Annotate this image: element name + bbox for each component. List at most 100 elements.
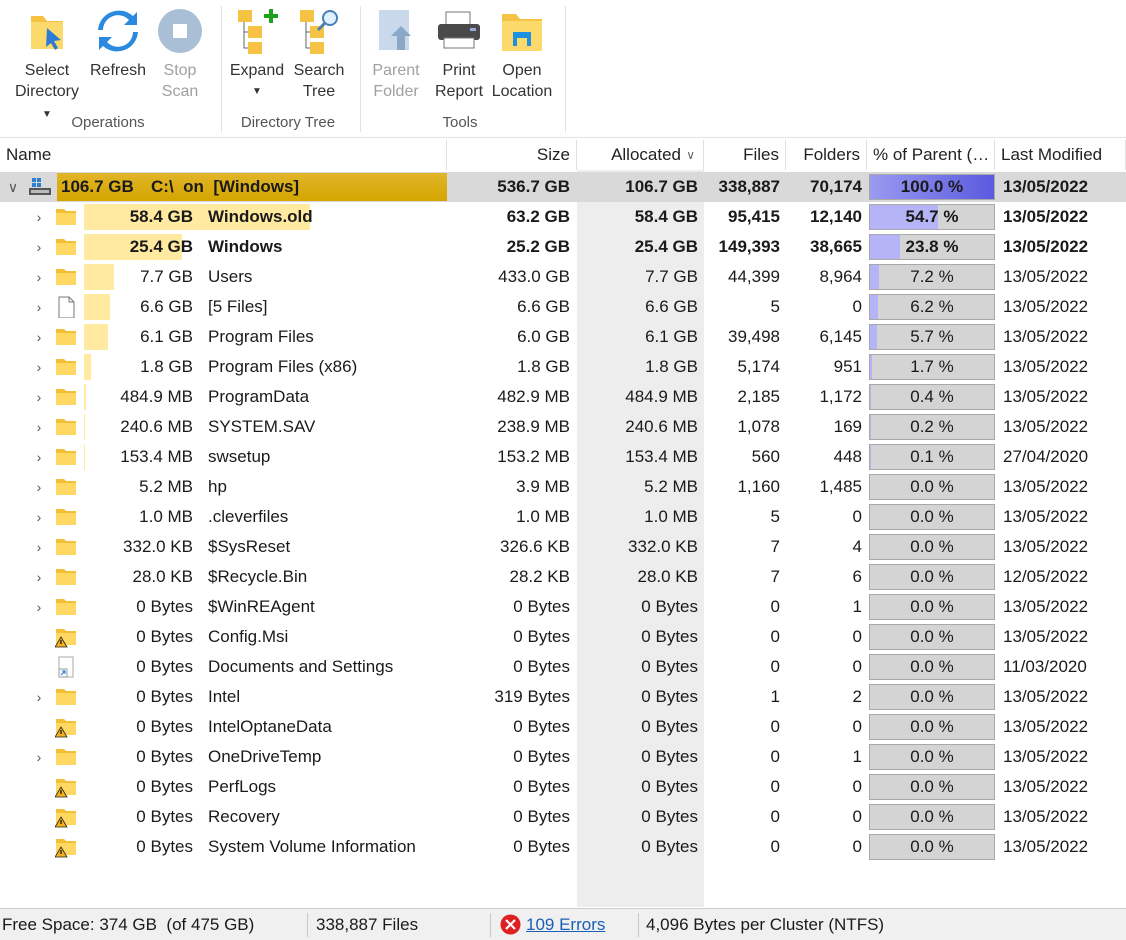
folders-cell: 0 (852, 807, 862, 826)
tree-row[interactable]: › 7.7 GB Users 433.0 GB 7.7 GB 44,399 8,964 7.2… (0, 262, 1126, 292)
tree-row[interactable]: 0 Bytes System Volume Information 0 Bytes 0… (0, 832, 1126, 862)
expand-toggle[interactable]: › (36, 449, 42, 465)
expand-toggle[interactable]: › (36, 359, 42, 375)
allocated-cell: 332.0 KB (628, 537, 698, 556)
open-location-button[interactable]: Open Location (486, 4, 558, 110)
separator (307, 913, 308, 937)
search-tree-button[interactable]: Search Tree (283, 4, 355, 110)
tree-row[interactable]: › 6.1 GB Program Files 6.0 GB 6.1 GB 39,498 6,… (0, 322, 1126, 352)
expand-toggle[interactable]: › (36, 569, 42, 585)
expand-toggle[interactable]: › (36, 389, 42, 405)
item-name: Program Files (x86) (208, 357, 358, 376)
tree-row[interactable]: › 0 Bytes $WinREAgent 0 Bytes 0 Bytes 0 1 0.0 %… (0, 592, 1126, 622)
column-header[interactable]: Name (0, 140, 447, 170)
expand-toggle[interactable]: › (36, 689, 42, 705)
tree-row[interactable]: › 0 Bytes OneDriveTemp 0 Bytes 0 Bytes 0 1 0.0 … (0, 742, 1126, 772)
button-label: Tree (302, 83, 336, 100)
root-row[interactable]: ∨ 106.7 GB C:\ on [Windows] 536.7 GB 106.7 G… (0, 172, 1126, 202)
tree-row[interactable]: › 6.6 GB [5 Files] 6.6 GB 6.6 GB 5 0 6.2 % 13/05… (0, 292, 1126, 322)
modified-cell: 27/04/2020 (1003, 447, 1089, 466)
parent-folder-button[interactable]: Parent Folder (360, 4, 432, 110)
tree-row[interactable]: › 58.4 GB Windows.old 63.2 GB 58.4 GB 95,415 1… (0, 202, 1126, 232)
percent-bar (870, 205, 938, 229)
tree-row[interactable]: › 5.2 MB hp 3.9 MB 5.2 MB 1,160 1,485 0.0 % 13/0… (0, 472, 1126, 502)
allocated-cell: 5.2 MB (644, 477, 698, 496)
column-header[interactable]: Size (447, 140, 577, 170)
tree-row[interactable]: › 240.6 MB SYSTEM.SAV 238.9 MB 240.6 MB 1,078… (0, 412, 1126, 442)
size-bar (84, 414, 85, 440)
tree-row[interactable]: 0 Bytes IntelOptaneData 0 Bytes 0 Bytes 0 0 0.… (0, 712, 1126, 742)
tree-row[interactable]: › 153.4 MB swsetup 153.2 MB 153.4 MB 560 448 0.… (0, 442, 1126, 472)
percent-label: 0.0 % (910, 777, 954, 796)
allocated-cell: 6.1 GB (645, 327, 698, 346)
column-header[interactable]: Allocated ∨ (577, 140, 704, 170)
folders-cell: 1,485 (819, 477, 862, 496)
expand-toggle[interactable]: › (36, 269, 42, 285)
item-icon (56, 479, 76, 495)
tree-row[interactable]: 0 Bytes Config.Msi 0 Bytes 0 Bytes 0 0 0.0 % 13… (0, 622, 1126, 652)
expand-toggle[interactable]: › (36, 299, 42, 315)
stop-scan-button[interactable]: Stop Scan (144, 4, 216, 110)
modified-cell: 13/05/2022 (1003, 807, 1089, 826)
print-report-button[interactable]: Print Report (423, 4, 495, 110)
percent-label: 1.7 % (910, 357, 954, 376)
tree-row[interactable]: 0 Bytes Recovery 0 Bytes 0 Bytes 0 0 0.0 % 13/0… (0, 802, 1126, 832)
column-header[interactable]: Folders (786, 140, 867, 170)
percent-label: 0.0 % (910, 477, 954, 496)
refresh-button[interactable]: Refresh (82, 4, 154, 110)
expand-toggle[interactable]: › (36, 419, 42, 435)
icon (502, 14, 542, 51)
percent-bar (870, 355, 873, 379)
tree-row[interactable]: › 25.4 GB Windows 25.2 GB 25.4 GB 149,393 38,6… (0, 232, 1126, 262)
tree-row[interactable]: 0 Bytes Documents and Settings 0 Bytes 0 By… (0, 652, 1126, 682)
tree-row[interactable]: › 28.0 KB $Recycle.Bin 28.2 KB 28.0 KB 7 6 0.0 … (0, 562, 1126, 592)
expand-toggle[interactable]: › (36, 599, 42, 615)
column-header-text: Files (743, 145, 779, 164)
item-icon (58, 656, 74, 678)
item-name: Windows.old (208, 207, 313, 226)
folders-cell: 448 (833, 447, 862, 466)
expand-toggle[interactable]: › (36, 209, 42, 225)
tree-row[interactable]: › 484.9 MB ProgramData 482.9 MB 484.9 MB 2,18… (0, 382, 1126, 412)
icon (438, 11, 480, 49)
button-label: Print (442, 62, 476, 79)
size-bar (57, 173, 447, 201)
expand-toggle[interactable]: › (36, 329, 42, 345)
expand-toggle[interactable]: › (36, 539, 42, 555)
files-cell: 338,887 (718, 177, 780, 196)
tree-row[interactable]: 0 Bytes PerfLogs 0 Bytes 0 Bytes 0 0 0.0 % 13/0… (0, 772, 1126, 802)
item-icon (56, 239, 76, 255)
expand-toggle[interactable]: ∨ (7, 179, 19, 195)
tree-row[interactable]: › 1.8 GB Program Files (x86) 1.8 GB 1.8 GB 5,… (0, 352, 1126, 382)
expand-toggle[interactable]: › (36, 239, 42, 255)
expand-toggle[interactable]: › (36, 509, 42, 525)
allocated-cell: 240.6 MB (625, 417, 698, 436)
percent-label: 5.7 % (910, 327, 954, 346)
modified-cell: 13/05/2022 (1003, 177, 1089, 196)
item-icon (56, 209, 76, 225)
item-icon (55, 779, 76, 798)
errors-link[interactable]: 109 Errors (526, 915, 606, 934)
expand-toggle[interactable]: › (36, 479, 42, 495)
size-bar (84, 324, 108, 350)
item-icon (56, 569, 76, 585)
expand-toggle[interactable]: › (36, 749, 42, 765)
column-header[interactable]: Files (704, 140, 786, 170)
expand-button[interactable]: Expand ▼ (221, 4, 293, 110)
tree-row[interactable]: › 332.0 KB $SysReset 326.6 KB 332.0 KB 7 4 0.0 … (0, 532, 1126, 562)
select-directory-button[interactable]: Select Directory ▼ (11, 4, 83, 120)
modified-cell: 13/05/2022 (1003, 627, 1089, 646)
column-header[interactable]: Last Modified (995, 140, 1126, 170)
button-label: Expand (229, 62, 285, 79)
tree-row[interactable]: › 0 Bytes Intel 319 Bytes 0 Bytes 1 2 0.0 % 13/0… (0, 682, 1126, 712)
allocated-cell: 0 Bytes (641, 657, 698, 676)
tree-row[interactable]: › 1.0 MB .cleverfiles 1.0 MB 1.0 MB 5 0 0.0 % 13… (0, 502, 1126, 532)
percent-cell: 54.7 % (869, 204, 995, 230)
percent-label: 0.1 % (910, 447, 954, 466)
size-cell: 0 Bytes (513, 777, 570, 796)
size-bar (84, 264, 114, 290)
button-label: Directory ▼ (14, 83, 79, 120)
column-header[interactable]: % of Parent (… (867, 140, 995, 170)
folders-cell: 12,140 (810, 207, 862, 226)
